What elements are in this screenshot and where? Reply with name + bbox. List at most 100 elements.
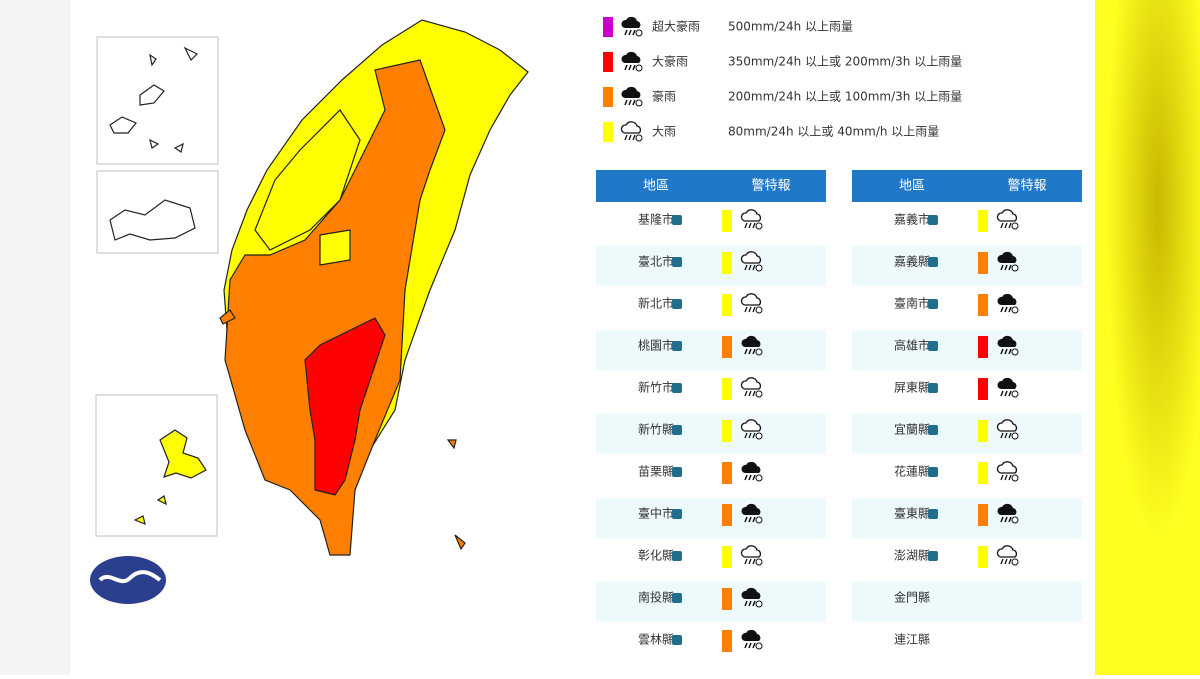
warning-swatch [722,462,732,484]
table-row [852,288,1082,328]
expand-button[interactable] [672,551,682,561]
warning-swatch [722,630,732,652]
expand-button[interactable] [928,425,938,435]
expand-button[interactable] [672,593,682,603]
island [109,199,196,241]
region-name: 臺中市 [638,506,674,521]
warning-swatch [978,462,988,484]
expand-button[interactable] [928,509,938,519]
expand-button[interactable] [672,215,682,225]
legend-description: 200mm/24h 以上或 100mm/3h 以上雨量 [728,90,962,104]
region-name: 連江縣 [894,633,930,647]
region-name: 桃園市 [638,338,674,353]
region-name: 花蓮縣 [894,464,930,479]
island [219,309,466,551]
table-row [852,246,1082,286]
logo-mark [98,570,162,584]
region-name: 基隆市 [638,212,674,227]
table-row [852,414,1082,454]
table-row [852,624,1082,664]
side-strip [1095,0,1200,675]
expand-button[interactable] [672,467,682,477]
legend-swatch [603,17,613,37]
table-row [596,330,826,370]
expand-button[interactable] [928,467,938,477]
region-name: 彰化縣 [638,548,674,563]
table-row [852,330,1082,370]
region-name: 宜蘭縣 [894,422,930,437]
expand-button[interactable] [928,551,938,561]
warning-swatch [722,378,732,400]
table-row [596,456,826,496]
warning-swatch [722,210,732,232]
expand-button[interactable] [672,383,682,393]
table-row [852,582,1082,622]
warning-swatch [978,210,988,232]
region-name: 金門縣 [894,590,930,605]
header-cell: 地區 [899,179,925,194]
expand-button[interactable] [672,341,682,351]
legend-description: 350mm/24h 以上或 200mm/3h 以上雨量 [728,55,962,69]
table-header [596,170,826,202]
warning-swatch [722,420,732,442]
region-name: 苗栗縣 [638,465,674,479]
region-name: 屏東縣 [894,381,930,395]
side-strip [0,0,70,675]
table-row [596,624,826,664]
region-name: 澎湖縣 [894,548,930,563]
expand-button[interactable] [672,299,682,309]
region-name: 新北市 [638,296,674,311]
legend-swatch [603,122,613,142]
warning-swatch [722,546,732,568]
header-cell: 警特報 [751,178,790,194]
warning-swatch [978,546,988,568]
island [109,46,199,153]
county [254,109,361,266]
warning-swatch [978,420,988,442]
table-row [596,498,826,538]
legend-label: 豪雨 [652,89,676,104]
legend-description: 80mm/24h 以上或 40mm/h 以上雨量 [728,125,939,139]
warning-swatch [722,504,732,526]
table-row [852,372,1082,412]
region-name: 南投縣 [638,590,674,605]
warning-swatch [978,504,988,526]
expand-button[interactable] [672,509,682,519]
region-name: 臺南市 [894,296,930,311]
expand-button[interactable] [672,425,682,435]
expand-button[interactable] [672,257,682,267]
warning-swatch [978,252,988,274]
region-name: 嘉義市 [894,212,930,227]
island [133,429,207,525]
expand-button[interactable] [928,257,938,267]
legend-label: 大雨 [652,125,676,139]
map [90,19,529,604]
expand-button[interactable] [928,215,938,225]
table-row [596,582,826,622]
table-row [596,288,826,328]
region-name: 新竹縣 [638,422,674,437]
region-name: 嘉義縣 [894,254,930,269]
table-row [596,246,826,286]
region-name: 臺北市 [638,254,674,269]
legend-description: 500mm/24h 以上雨量 [728,20,853,34]
expand-button[interactable] [672,635,682,645]
expand-button[interactable] [928,341,938,351]
region-name: 雲林縣 [638,633,674,647]
table-row [852,540,1082,580]
legend-label: 大豪雨 [652,54,688,69]
expand-button[interactable] [928,299,938,309]
table-row [596,540,826,580]
warning-swatch [722,252,732,274]
inset-box [96,36,219,165]
warning-swatch [978,378,988,400]
expand-button[interactable] [928,383,938,393]
warning-swatch [978,336,988,358]
warning-swatch [978,294,988,316]
table-row [596,204,826,244]
region-name: 新竹市 [638,380,674,395]
table-row [852,204,1082,244]
table-row [596,414,826,454]
